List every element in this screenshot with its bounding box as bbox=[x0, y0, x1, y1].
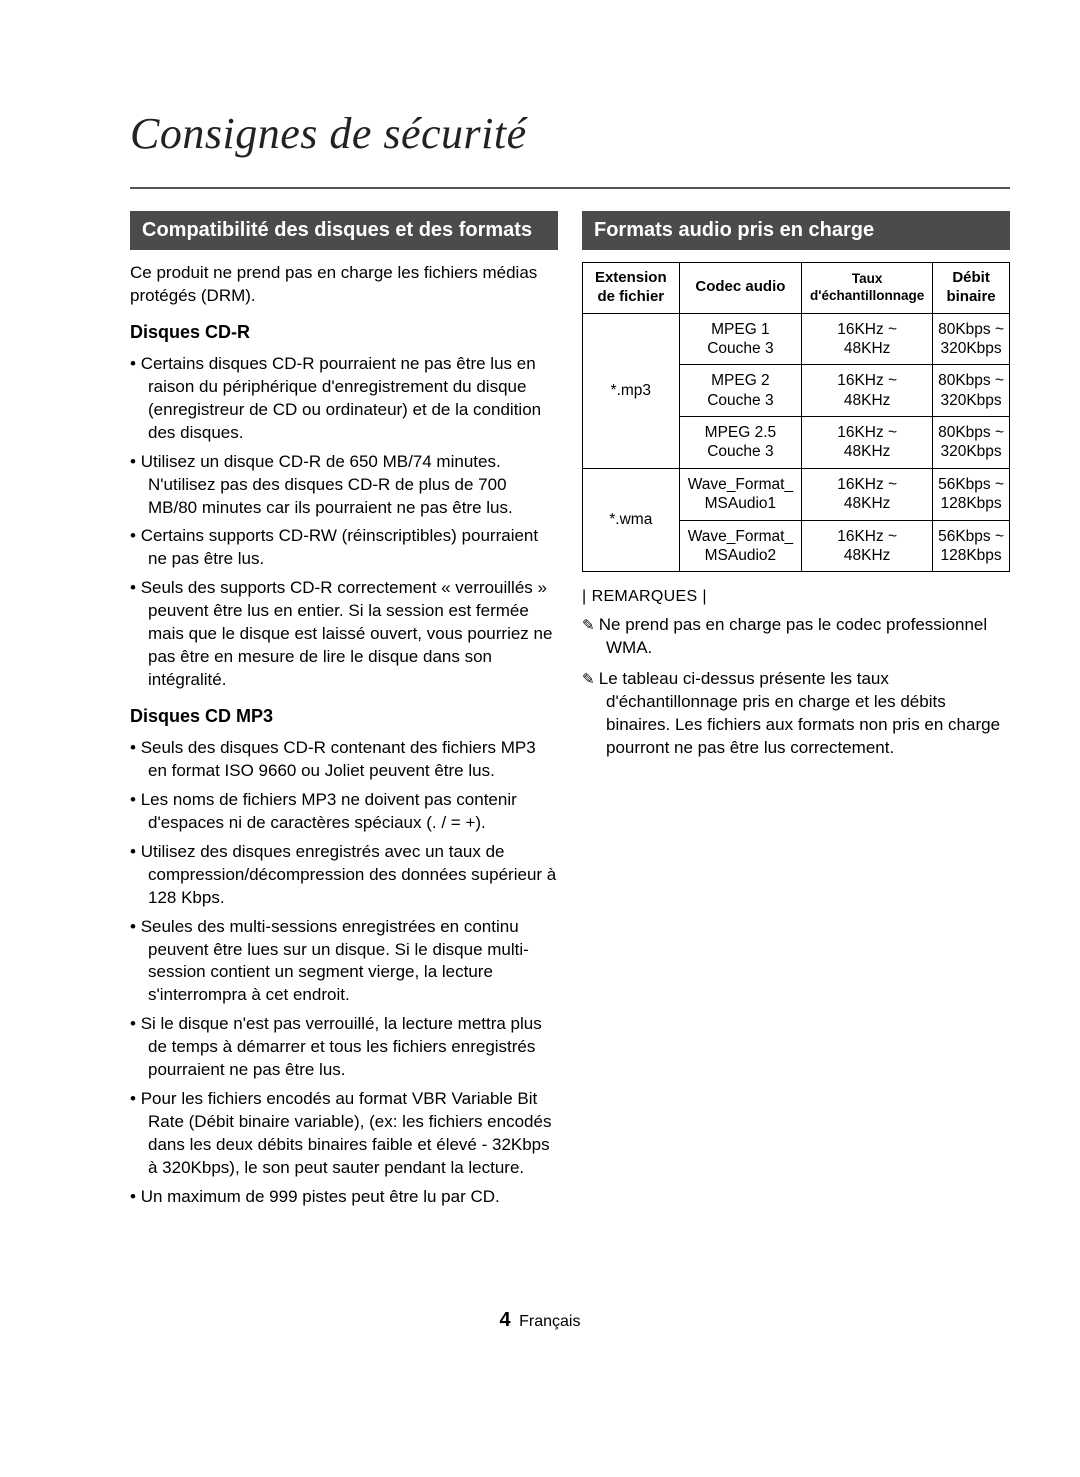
cell-bitrate: 80Kbps ~320Kbps bbox=[933, 417, 1010, 469]
table-row: *.mp3MPEG 1 Couche 316KHz ~48KHz80Kbps ~… bbox=[583, 313, 1010, 365]
content-columns: Compatibilité des disques et des formats… bbox=[130, 211, 1010, 1219]
page-language: Français bbox=[519, 1313, 580, 1330]
page-number: 4 bbox=[500, 1309, 511, 1331]
title-rule bbox=[130, 187, 1010, 189]
right-section-header: Formats audio pris en charge bbox=[582, 211, 1010, 250]
codec-table-body: *.mp3MPEG 1 Couche 316KHz ~48KHz80Kbps ~… bbox=[583, 313, 1010, 572]
cell-codec: MPEG 2 Couche 3 bbox=[679, 365, 802, 417]
th-samplerate: Taux d'échantillonnage bbox=[802, 263, 933, 314]
remark-item: Ne prend pas en charge pas le codec prof… bbox=[582, 614, 1010, 660]
page-container: Consignes de sécurité Compatibilité des … bbox=[0, 0, 1080, 1372]
table-row: *.wmaWave_Format_MSAudio116KHz ~48KHz56K… bbox=[583, 468, 1010, 520]
list-item: Certains disques CD-R pourraient ne pas … bbox=[130, 353, 558, 445]
cell-samplerate: 16KHz ~48KHz bbox=[802, 520, 933, 572]
cell-samplerate: 16KHz ~48KHz bbox=[802, 365, 933, 417]
cell-bitrate: 56Kbps ~128Kbps bbox=[933, 520, 1010, 572]
th-bitrate: Débit binaire bbox=[933, 263, 1010, 314]
cell-samplerate: 16KHz ~48KHz bbox=[802, 313, 933, 365]
remarks-label: | REMARQUES | bbox=[582, 588, 1010, 606]
left-section-header: Compatibilité des disques et des formats bbox=[130, 211, 558, 250]
cell-extension: *.mp3 bbox=[583, 313, 680, 468]
cell-samplerate: 16KHz ~48KHz bbox=[802, 417, 933, 469]
list-item: Pour les fichiers encodés au format VBR … bbox=[130, 1088, 558, 1180]
th-extension: Extension de fichier bbox=[583, 263, 680, 314]
cell-codec: MPEG 1 Couche 3 bbox=[679, 313, 802, 365]
list-item: Seuls des disques CD-R contenant des fic… bbox=[130, 737, 558, 783]
remark-item: Le tableau ci-dessus présente les taux d… bbox=[582, 668, 1010, 760]
page-title: Consignes de sécurité bbox=[130, 108, 980, 159]
list-item: Les noms de fichiers MP3 ne doivent pas … bbox=[130, 789, 558, 835]
list-item: Certains supports CD-RW (réinscriptibles… bbox=[130, 525, 558, 571]
cell-bitrate: 56Kbps ~128Kbps bbox=[933, 468, 1010, 520]
remarks-list: Ne prend pas en charge pas le codec prof… bbox=[582, 614, 1010, 760]
subhead-cdr: Disques CD-R bbox=[130, 322, 558, 343]
cell-bitrate: 80Kbps ~320Kbps bbox=[933, 365, 1010, 417]
list-item: Seuls des supports CD-R correctement « v… bbox=[130, 577, 558, 692]
page-footer: 4 Français bbox=[100, 1309, 980, 1332]
list-item: Si le disque n'est pas verrouillé, la le… bbox=[130, 1013, 558, 1082]
subhead-cdmp3: Disques CD MP3 bbox=[130, 706, 558, 727]
th-codec: Codec audio bbox=[679, 263, 802, 314]
remarks-label-text: REMARQUES bbox=[592, 588, 698, 605]
list-item: Utilisez un disque CD-R de 650 MB/74 min… bbox=[130, 451, 558, 520]
right-column: Formats audio pris en charge Extension d… bbox=[582, 211, 1010, 1219]
left-column: Compatibilité des disques et des formats… bbox=[130, 211, 558, 1219]
list-item: Un maximum de 999 pistes peut être lu pa… bbox=[130, 1186, 558, 1209]
left-intro-text: Ce produit ne prend pas en charge les fi… bbox=[130, 262, 558, 308]
cell-codec: MPEG 2.5 Couche 3 bbox=[679, 417, 802, 469]
cell-codec: Wave_Format_MSAudio2 bbox=[679, 520, 802, 572]
remarks-bar-left: | bbox=[582, 588, 592, 605]
cell-bitrate: 80Kbps ~320Kbps bbox=[933, 313, 1010, 365]
cell-samplerate: 16KHz ~48KHz bbox=[802, 468, 933, 520]
cdr-bullet-list: Certains disques CD-R pourraient ne pas … bbox=[130, 353, 558, 692]
table-header-row: Extension de fichier Codec audio Taux d'… bbox=[583, 263, 1010, 314]
cdmp3-bullet-list: Seuls des disques CD-R contenant des fic… bbox=[130, 737, 558, 1209]
cell-extension: *.wma bbox=[583, 468, 680, 572]
codec-table: Extension de fichier Codec audio Taux d'… bbox=[582, 262, 1010, 572]
list-item: Seules des multi-sessions enregistrées e… bbox=[130, 916, 558, 1008]
list-item: Utilisez des disques enregistrés avec un… bbox=[130, 841, 558, 910]
cell-codec: Wave_Format_MSAudio1 bbox=[679, 468, 802, 520]
remarks-bar-right: | bbox=[697, 588, 707, 605]
